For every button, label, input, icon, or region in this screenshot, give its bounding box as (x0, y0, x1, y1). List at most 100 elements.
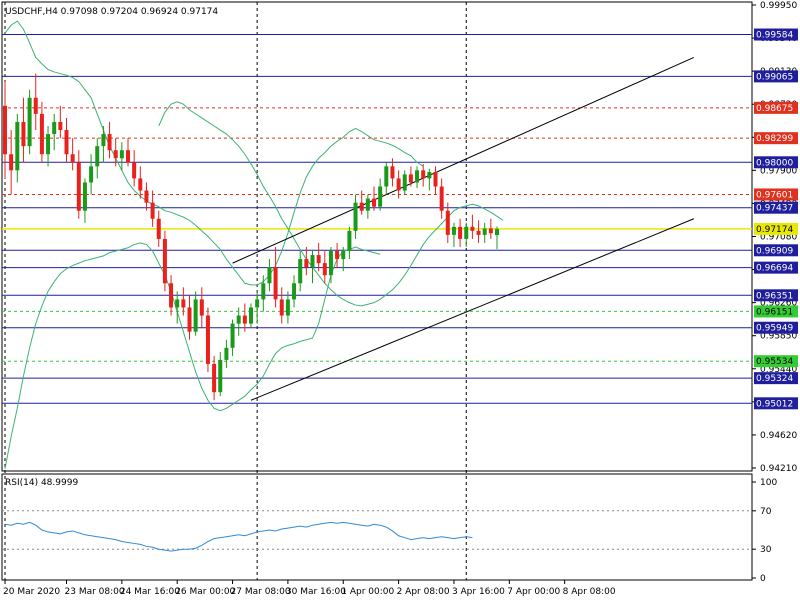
candle-body (52, 121, 57, 135)
candle-body (64, 130, 69, 155)
candle-body (415, 170, 420, 183)
rsi-axis-label: 70 (760, 507, 772, 517)
price-level-tag-label: 0.96151 (756, 307, 793, 317)
time-axis-label: 30 Mar 16:00 (286, 587, 346, 597)
price-level-tag-label: 0.97437 (756, 204, 793, 214)
candle-body (126, 150, 130, 163)
time-axis-label: 1 Apr 00:00 (341, 587, 394, 597)
candle-body (39, 113, 44, 155)
price-level-tag (754, 132, 798, 145)
time-axis-label: 20 Mar 2020 (3, 587, 60, 597)
candle-body (162, 238, 167, 284)
candle-body (15, 121, 20, 171)
candle-body (347, 230, 352, 252)
price-level-tag-label: 0.96909 (756, 246, 793, 256)
candle-body (242, 315, 247, 324)
candle-body (187, 307, 192, 332)
price-axis-label: 0.94210 (760, 464, 797, 474)
candle-body (322, 263, 327, 276)
price-level-tag (754, 372, 798, 385)
price-level-tag-label: 0.98000 (756, 158, 793, 168)
candle-body (470, 226, 475, 231)
price-level-tag (754, 201, 798, 214)
bollinger-upper-line (4, 20, 424, 286)
candle-body (144, 190, 149, 203)
price-level-tag-label: 0.97174 (756, 225, 793, 235)
candle-body (285, 299, 290, 316)
candle-body (482, 228, 487, 235)
candle-body (89, 166, 94, 183)
candle-body (341, 251, 346, 260)
candle-body (335, 251, 340, 260)
candle-body (58, 121, 63, 131)
candle-body (316, 255, 321, 264)
candle-body (372, 198, 376, 207)
candle-body (427, 171, 432, 179)
price-level-tag (754, 355, 798, 368)
candle-body (169, 283, 174, 308)
candle-body (439, 186, 444, 211)
rsi-axis-label: 0 (760, 574, 766, 584)
candle-body (76, 162, 81, 211)
price-axis-label: 0.95440 (760, 365, 797, 375)
time-axis-label: 24 Mar 16:00 (120, 587, 180, 597)
time-axis-label: 26 Mar 00:00 (175, 587, 235, 597)
candle-body (218, 359, 223, 393)
time-axis-label: 7 Apr 00:00 (507, 587, 560, 597)
candle-body (292, 283, 297, 300)
candle-body (458, 226, 463, 239)
price-axis-label: 0.99950 (760, 1, 797, 11)
candle-body (433, 171, 438, 187)
candle-body (9, 154, 14, 171)
rsi-line (4, 521, 473, 552)
candle-body (33, 97, 38, 114)
rsi-axis-label: 100 (760, 478, 777, 488)
bollinger-middle-line (158, 101, 504, 307)
candle-body (421, 170, 426, 179)
price-level-tag-label: 0.95949 (756, 324, 793, 334)
candle-body (132, 162, 137, 179)
candle-body (236, 315, 241, 324)
candle-body (488, 228, 493, 234)
time-axis-label: 3 Apr 16:00 (452, 587, 505, 597)
candle-body (451, 226, 456, 235)
price-level-tag (754, 70, 798, 83)
time-axis-label: 27 Mar 08:00 (231, 587, 291, 597)
time-axis-label: 2 Apr 08:00 (397, 587, 450, 597)
candle-body (3, 105, 7, 155)
time-axis-label: 23 Mar 08:00 (65, 587, 125, 597)
candle-body (445, 210, 450, 235)
candle-body (224, 347, 229, 360)
price-level-tag-label: 0.99065 (756, 72, 793, 82)
price-level-tag-label: 0.96694 (756, 264, 793, 274)
candle-body (304, 259, 309, 268)
bollinger-lower-line (4, 242, 381, 469)
candle-body (119, 150, 124, 159)
price-axis-label: 0.97900 (760, 166, 797, 176)
candle-body (156, 218, 161, 239)
candle-body (267, 267, 272, 284)
candle-body (384, 166, 389, 187)
rsi-title: RSI(14) 48.9999 (5, 478, 78, 488)
candle-body (359, 202, 364, 211)
price-level-tag-label: 0.95534 (756, 357, 793, 367)
price-level-tag (754, 188, 798, 201)
price-level-tag-label: 0.95324 (756, 374, 793, 384)
candle-body (113, 150, 118, 159)
price-level-tag (754, 305, 798, 318)
candle-body (365, 198, 370, 211)
price-axis-label: 0.94620 (760, 431, 797, 441)
price-level-tag (754, 156, 798, 169)
candle-body (175, 299, 180, 308)
price-level-tag (754, 244, 798, 257)
price-level-tag-label: 0.97601 (756, 190, 793, 200)
candle-body (27, 97, 32, 147)
candle-body (378, 186, 383, 207)
price-level-tag-label: 0.96351 (756, 291, 793, 301)
chart-header-ohlc: USDCHF,H4 0.97098 0.97204 0.96924 0.9717… (5, 7, 218, 17)
candle-body (328, 251, 333, 276)
candle-body (95, 146, 100, 167)
candle-body (273, 267, 278, 300)
